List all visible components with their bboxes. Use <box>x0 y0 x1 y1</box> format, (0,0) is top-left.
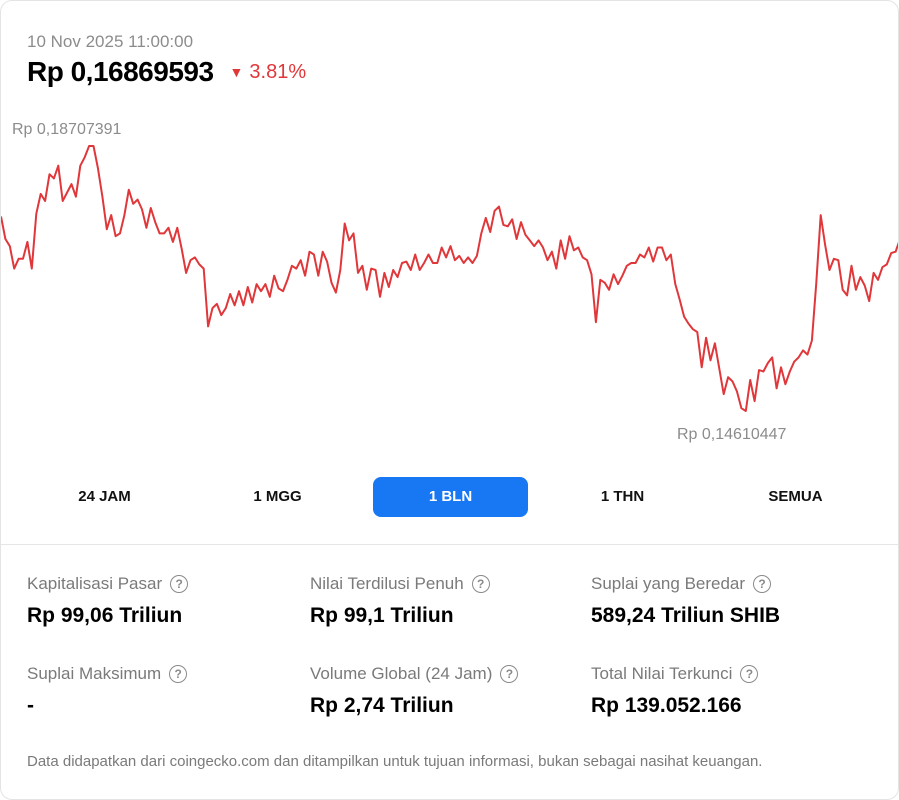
disclaimer: Data didapatkan dari coingecko.com dan d… <box>27 753 763 770</box>
timeframe-tabs: 24 JAM 1 MGG 1 BLN 1 THN SEMUA <box>1 477 898 517</box>
help-icon[interactable]: ? <box>170 575 189 593</box>
stat-value: Rp 2,74 Triliun <box>310 694 454 717</box>
price-change-percent: 3.81% <box>249 60 307 83</box>
tab-semua[interactable]: SEMUA <box>768 488 823 505</box>
stat-global-volume: Volume Global (24 Jam) ? Rp 2,74 Triliun <box>310 664 580 718</box>
tab-1-bln[interactable]: 1 BLN <box>373 477 528 517</box>
price-line <box>1 145 898 412</box>
stat-value: - <box>27 694 34 717</box>
stat-value: Rp 99,06 Triliun <box>27 604 183 627</box>
chart-high-label: Rp 0,18707391 <box>12 121 122 138</box>
stat-label: Total Nilai Terkunci <box>591 664 733 683</box>
help-icon[interactable]: ? <box>169 665 188 683</box>
stat-value: Rp 139.052.166 <box>591 694 742 717</box>
down-arrow-icon: ▼ <box>229 64 244 80</box>
help-icon[interactable]: ? <box>471 575 490 593</box>
stat-label: Suplai Maksimum <box>27 664 162 683</box>
stat-circulating-supply: Suplai yang Beredar ? 589,24 Triliun SHI… <box>591 574 861 628</box>
tab-1-thn[interactable]: 1 THN <box>600 488 645 505</box>
price-chart[interactable]: Rp 0,18707391 Rp 0,14610447 <box>1 101 899 451</box>
stat-label: Volume Global (24 Jam) <box>310 664 493 683</box>
stat-market-cap: Kapitalisasi Pasar ? Rp 99,06 Triliun <box>27 574 297 628</box>
stat-value: 589,24 Triliun SHIB <box>591 604 781 627</box>
price-change: ▼ 3.81% <box>230 61 307 84</box>
stat-label: Kapitalisasi Pasar <box>27 574 163 593</box>
stat-label: Nilai Terdilusi Penuh <box>310 574 464 593</box>
timestamp: 10 Nov 2025 11:00:00 <box>27 32 194 51</box>
stat-max-supply: Suplai Maksimum ? - <box>27 664 297 718</box>
help-icon[interactable]: ? <box>500 665 519 683</box>
tab-1-mgg[interactable]: 1 MGG <box>253 488 302 505</box>
help-icon[interactable]: ? <box>753 575 772 593</box>
stat-total-value-locked: Total Nilai Terkunci ? Rp 139.052.166 <box>591 664 861 718</box>
stat-fully-diluted: Nilai Terdilusi Penuh ? Rp 99,1 Triliun <box>310 574 580 628</box>
stat-label: Suplai yang Beredar <box>591 574 746 593</box>
stat-value: Rp 99,1 Triliun <box>310 604 454 627</box>
tab-24-jam[interactable]: 24 JAM <box>78 488 131 505</box>
divider <box>1 544 898 545</box>
current-price: Rp 0,16869593 <box>27 56 214 87</box>
chart-low-label: Rp 0,14610447 <box>677 426 787 443</box>
help-icon[interactable]: ? <box>740 665 759 683</box>
price-row: Rp 0,16869593 ▼ 3.81% <box>27 56 306 88</box>
